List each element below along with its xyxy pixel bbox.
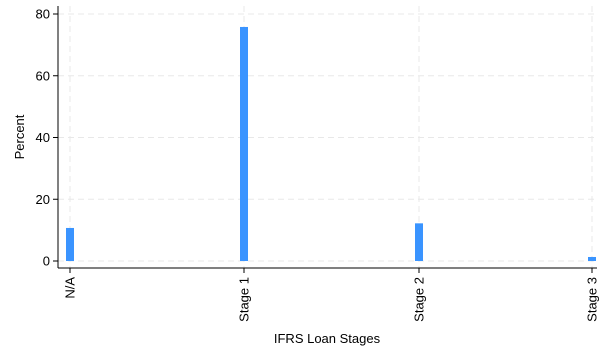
x-tick-label: Stage 3 [585,277,599,322]
x-tick-label: Stage 2 [412,277,427,322]
y-tick-label: 0 [43,254,50,269]
bar [240,26,248,262]
y-axis-title: Percent [12,114,27,159]
y-tick-label: 60 [36,68,50,83]
y-tick-label: 40 [36,130,50,145]
grid-lines [58,6,597,268]
y-tick-label: 80 [36,7,50,22]
bars [66,26,596,262]
bar [415,223,423,261]
x-axis-title: IFRS Loan Stages [274,331,381,346]
x-tick-label: Stage 1 [237,277,252,322]
y-tick-label: 20 [36,192,50,207]
bar [66,227,74,261]
bar [588,256,596,261]
x-tick-label: N/A [63,277,78,299]
x-axis-ticks: N/A Stage 1 Stage 2 Stage 3 [63,268,599,322]
y-axis-ticks: 0 20 40 60 80 [36,7,58,269]
